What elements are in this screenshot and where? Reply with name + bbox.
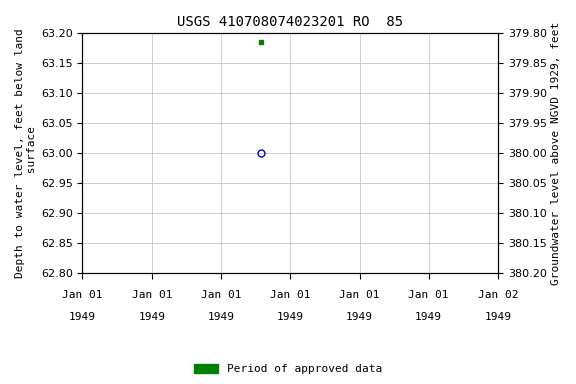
Y-axis label: Depth to water level, feet below land
 surface: Depth to water level, feet below land su… xyxy=(15,28,37,278)
Text: 1949: 1949 xyxy=(276,312,304,322)
Y-axis label: Groundwater level above NGVD 1929, feet: Groundwater level above NGVD 1929, feet xyxy=(551,22,561,285)
Text: 1949: 1949 xyxy=(346,312,373,322)
Text: Jan 01: Jan 01 xyxy=(131,290,172,300)
Text: Jan 01: Jan 01 xyxy=(62,290,103,300)
Text: Jan 01: Jan 01 xyxy=(270,290,310,300)
Text: 1949: 1949 xyxy=(415,312,442,322)
Text: Jan 01: Jan 01 xyxy=(408,290,449,300)
Text: 1949: 1949 xyxy=(484,312,511,322)
Title: USGS 410708074023201 RO  85: USGS 410708074023201 RO 85 xyxy=(177,15,403,29)
Legend: Period of approved data: Period of approved data xyxy=(190,359,386,379)
Text: Jan 01: Jan 01 xyxy=(200,290,241,300)
Text: 1949: 1949 xyxy=(69,312,96,322)
Text: 1949: 1949 xyxy=(138,312,165,322)
Text: Jan 01: Jan 01 xyxy=(339,290,380,300)
Text: 1949: 1949 xyxy=(207,312,234,322)
Text: Jan 02: Jan 02 xyxy=(478,290,518,300)
